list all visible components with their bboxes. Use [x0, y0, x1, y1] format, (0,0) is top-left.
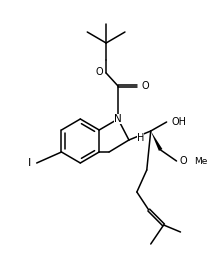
Polygon shape: [151, 131, 162, 151]
Text: O: O: [96, 67, 103, 77]
Text: H: H: [137, 133, 144, 143]
Text: I: I: [27, 158, 31, 168]
Text: Me: Me: [194, 157, 208, 166]
Text: N: N: [114, 114, 122, 124]
Text: OH: OH: [172, 117, 187, 127]
Text: O: O: [180, 156, 187, 166]
Text: O: O: [142, 81, 149, 91]
